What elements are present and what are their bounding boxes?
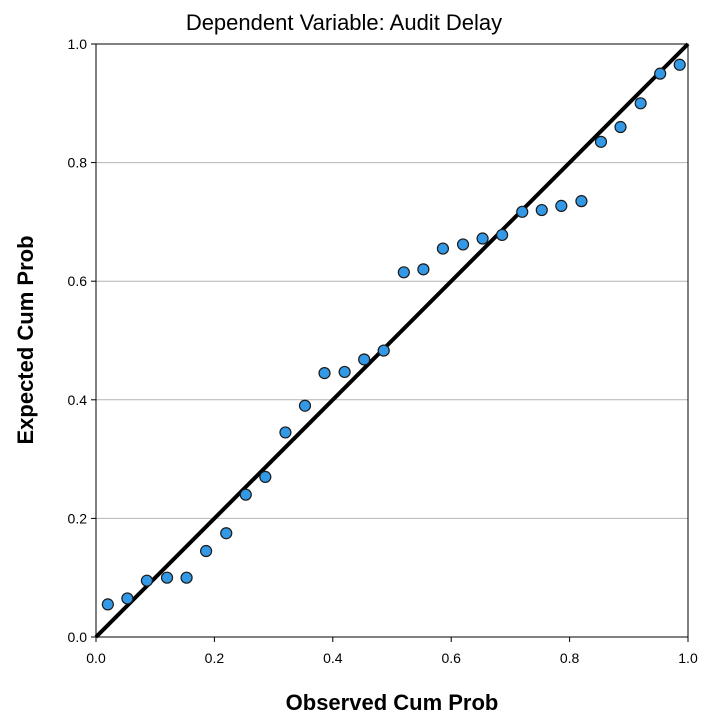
scatter-point — [673, 58, 686, 71]
scatter-point — [575, 195, 588, 208]
scatter-point — [476, 232, 489, 245]
scatter-point — [456, 238, 470, 251]
scatter-point — [614, 120, 627, 134]
scatter-point — [101, 598, 114, 611]
scatter-point — [160, 571, 174, 584]
scatter-point — [220, 527, 233, 540]
data-points — [101, 58, 686, 611]
scatter-point — [496, 228, 509, 242]
scatter-point — [338, 365, 351, 379]
y-tick-label: 0.0 — [68, 629, 88, 645]
scatter-point — [180, 571, 193, 584]
scatter-point — [594, 135, 608, 148]
scatter-point — [358, 353, 371, 366]
x-tick-label: 1.0 — [678, 650, 698, 666]
scatter-point — [654, 67, 667, 80]
scatter-point — [417, 263, 430, 276]
y-tick-label: 0.6 — [68, 273, 88, 289]
y-tick-label: 0.8 — [68, 155, 88, 171]
scatter-point — [318, 367, 331, 380]
y-axis-label: Expected Cum Prob — [13, 235, 38, 444]
reference-line — [94, 42, 690, 639]
scatter-point — [239, 488, 252, 501]
scatter-point — [397, 266, 410, 279]
x-tick-label: 0.0 — [86, 650, 106, 666]
chart-title: Dependent Variable: Audit Delay — [186, 10, 502, 35]
scatter-point — [200, 544, 213, 558]
x-tick-label: 0.6 — [441, 650, 461, 666]
scatter-point — [535, 203, 548, 217]
scatter-point — [140, 574, 154, 587]
scatter-point — [121, 592, 134, 605]
plot-frame — [95, 43, 689, 638]
scatter-point — [298, 399, 312, 412]
y-tick-label: 0.2 — [68, 510, 88, 526]
y-tick-label: 0.4 — [68, 392, 88, 408]
y-tick-label: 1.0 — [68, 36, 88, 52]
axis-ticks: 0.0 0.2 0.4 0.6 0.8 1.0 0.0 0.2 0.4 0.6 0.8 1.0 — [68, 36, 698, 666]
scatter-point — [279, 426, 292, 439]
x-tick-label: 0.4 — [323, 650, 343, 666]
scatter-point — [377, 344, 390, 357]
scatter-point — [516, 205, 529, 218]
scatter-point — [634, 97, 647, 110]
scatter-point — [436, 242, 450, 255]
x-tick-label: 0.8 — [560, 650, 580, 666]
grid-lines — [96, 162, 688, 519]
scatter-point — [259, 470, 272, 483]
scatter-point — [555, 199, 568, 212]
x-axis-label: Observed Cum Prob — [286, 690, 499, 715]
x-tick-label: 0.2 — [205, 650, 225, 666]
